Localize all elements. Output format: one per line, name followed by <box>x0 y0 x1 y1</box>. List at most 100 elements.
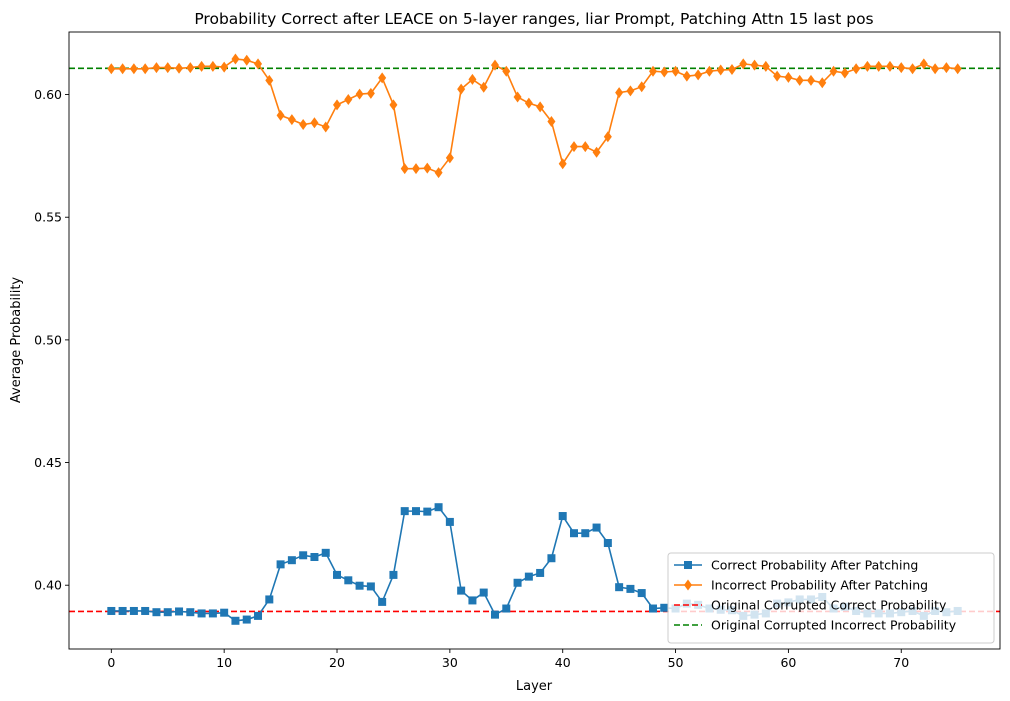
data-point-incorrect <box>400 163 409 175</box>
legend: Correct Probability After Patching Incorr… <box>667 552 995 644</box>
data-point-incorrect <box>457 83 466 95</box>
data-point-correct <box>118 606 127 615</box>
data-point-incorrect <box>220 61 229 73</box>
data-point-correct <box>491 610 500 619</box>
data-point-incorrect <box>423 162 432 174</box>
data-point-correct <box>412 507 421 516</box>
data-point-incorrect <box>750 59 759 71</box>
data-point-correct <box>502 604 511 613</box>
data-point-correct <box>626 584 635 593</box>
data-point-correct <box>400 507 409 516</box>
data-point-correct <box>299 551 308 560</box>
legend-entry: Incorrect Probability After Patching <box>711 578 928 593</box>
x-tick-label: 30 <box>442 655 458 670</box>
data-point-incorrect <box>333 99 342 111</box>
data-point-correct <box>457 586 466 595</box>
data-point-incorrect <box>773 70 782 82</box>
data-point-incorrect <box>874 60 883 72</box>
data-point-incorrect <box>536 101 545 113</box>
data-point-correct <box>129 606 138 615</box>
data-point-incorrect <box>175 62 184 74</box>
legend-marker <box>684 561 692 569</box>
data-point-incorrect <box>524 97 533 109</box>
data-point-incorrect <box>513 91 522 103</box>
data-point-incorrect <box>152 62 161 74</box>
data-point-incorrect <box>107 63 116 75</box>
data-point-incorrect <box>919 58 928 70</box>
data-point-incorrect <box>502 65 511 77</box>
data-point-correct <box>524 572 533 581</box>
data-point-correct <box>265 595 274 604</box>
data-point-incorrect <box>953 63 962 75</box>
data-point-incorrect <box>208 60 217 72</box>
data-point-incorrect <box>942 62 951 74</box>
data-point-incorrect <box>626 85 635 97</box>
data-point-correct <box>287 556 296 565</box>
data-point-incorrect <box>727 64 736 76</box>
data-point-incorrect <box>682 70 691 82</box>
data-point-correct <box>637 589 646 598</box>
data-point-incorrect <box>491 59 500 71</box>
data-point-incorrect <box>592 146 601 158</box>
data-point-incorrect <box>931 63 940 75</box>
data-point-correct <box>479 588 488 597</box>
data-point-correct <box>333 570 342 579</box>
data-point-incorrect <box>784 71 793 83</box>
data-point-incorrect <box>197 60 206 72</box>
data-point-correct <box>310 553 319 562</box>
data-point-incorrect <box>129 63 138 75</box>
data-point-correct <box>220 608 229 617</box>
data-point-correct <box>152 608 161 617</box>
data-point-incorrect <box>276 109 285 121</box>
data-point-incorrect <box>310 117 319 129</box>
data-point-incorrect <box>468 73 477 85</box>
data-point-incorrect <box>412 163 421 175</box>
data-point-correct <box>660 603 669 612</box>
data-point-correct <box>423 507 432 516</box>
data-point-correct <box>141 606 150 615</box>
data-point-incorrect <box>908 63 917 75</box>
data-point-incorrect <box>863 60 872 72</box>
data-point-incorrect <box>479 81 488 93</box>
data-point-correct <box>615 583 624 592</box>
data-point-correct <box>569 529 578 538</box>
data-point-incorrect <box>118 63 127 75</box>
data-point-correct <box>175 607 184 616</box>
series-markers <box>107 53 962 625</box>
legend-entry: Correct Probability After Patching <box>711 558 918 573</box>
data-point-correct <box>468 596 477 605</box>
data-point-incorrect <box>344 93 353 105</box>
y-tick-label: 0.55 <box>34 210 62 225</box>
series-line-incorrect <box>111 58 958 174</box>
data-point-correct <box>231 616 240 625</box>
legend-entry: Original Corrupted Incorrect Probability <box>711 618 957 633</box>
data-point-incorrect <box>265 74 274 86</box>
data-point-correct <box>344 576 353 585</box>
data-point-incorrect <box>694 69 703 81</box>
data-point-correct <box>389 570 398 579</box>
x-tick-label: 60 <box>780 655 796 670</box>
data-point-incorrect <box>569 141 578 153</box>
data-point-correct <box>355 581 364 590</box>
data-point-incorrect <box>603 131 612 143</box>
data-point-correct <box>197 609 206 618</box>
data-point-incorrect <box>445 152 454 164</box>
data-point-incorrect <box>840 67 849 79</box>
y-axis-ticks: 0.40 0.45 0.50 0.55 0.60 <box>34 87 69 593</box>
data-point-incorrect <box>186 62 195 74</box>
data-point-incorrect <box>818 77 827 89</box>
data-point-incorrect <box>287 114 296 126</box>
data-point-incorrect <box>389 99 398 111</box>
legend-marker <box>684 579 692 591</box>
x-tick-label: 40 <box>555 655 571 670</box>
data-point-incorrect <box>558 158 567 170</box>
data-point-incorrect <box>739 58 748 70</box>
data-point-incorrect <box>615 87 624 99</box>
data-point-incorrect <box>378 72 387 84</box>
data-point-incorrect <box>163 62 172 74</box>
data-point-correct <box>558 512 567 521</box>
legend-entry: Original Corrupted Correct Probability <box>711 598 947 613</box>
data-point-incorrect <box>581 141 590 153</box>
legend-box <box>667 552 995 644</box>
data-point-correct <box>536 568 545 577</box>
